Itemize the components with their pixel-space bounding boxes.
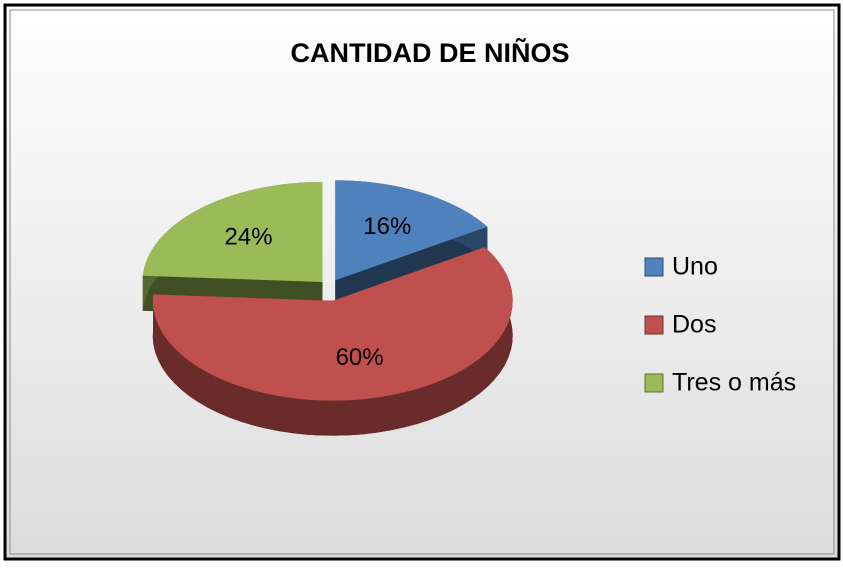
- slice-top: [335, 180, 488, 281]
- legend-label: Dos: [672, 311, 716, 339]
- legend-label: Uno: [672, 253, 718, 281]
- legend-label: Tres o más: [672, 369, 796, 397]
- data-label: 24%: [225, 224, 273, 251]
- plot-frame: [9, 9, 835, 555]
- slice-top: [142, 182, 323, 282]
- legend: Uno Dos Tres o más: [644, 253, 796, 397]
- chart-title: CANTIDAD DE NIÑOS: [290, 37, 569, 68]
- pie: 16% 60% 24%: [142, 180, 513, 436]
- slice: [152, 247, 513, 436]
- data-label: 60%: [336, 344, 384, 371]
- legend-swatch: [644, 257, 664, 277]
- legend-swatch: [644, 373, 664, 393]
- data-label: 16%: [363, 213, 411, 240]
- slice-top: [152, 247, 513, 401]
- legend-swatch: [644, 315, 664, 335]
- slice-side: [152, 247, 513, 436]
